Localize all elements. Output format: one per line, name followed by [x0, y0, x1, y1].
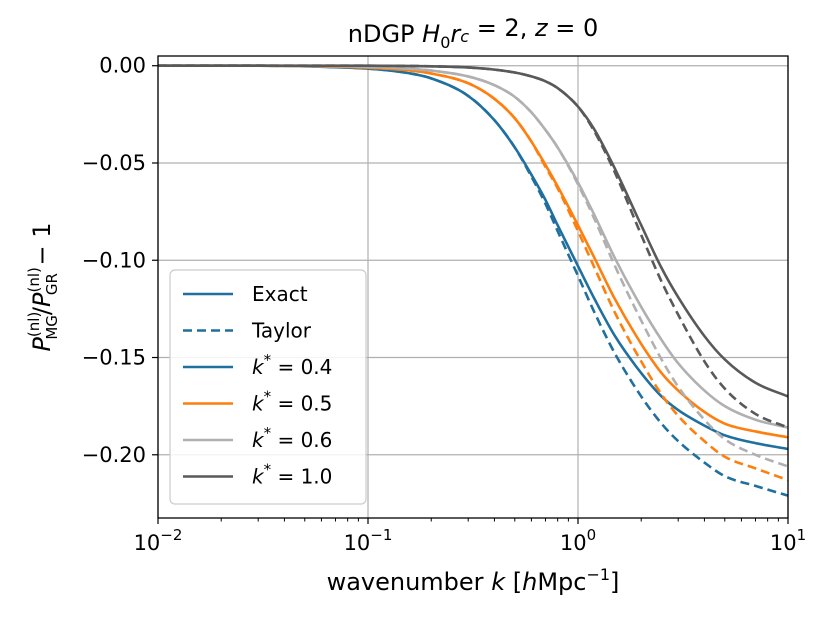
- x-tick-label: 10−2: [134, 526, 183, 555]
- legend-label: k* = 1.0: [252, 461, 332, 489]
- legend-label: k* = 0.6: [252, 424, 332, 452]
- x-tick-label: 100: [560, 526, 596, 555]
- legend-box: [169, 269, 367, 505]
- y-tick-label: −0.10: [82, 248, 146, 272]
- series-line-k-1-0-exact: [158, 64, 789, 398]
- legend-label: Taylor: [251, 319, 312, 343]
- legend-label: k* = 0.5: [252, 388, 332, 416]
- series-lines: [158, 64, 789, 497]
- legend-label: k* = 0.4: [252, 351, 332, 379]
- x-tick-label: 10−1: [344, 526, 393, 555]
- y-tick-label: −0.05: [82, 151, 146, 175]
- y-axis-label: P(nl)MG/P(nl)GR − 1: [25, 222, 61, 351]
- plot-frame: [157, 55, 789, 519]
- x-tick-label: 101: [770, 526, 806, 555]
- y-tick-label: −0.15: [82, 346, 146, 370]
- y-tick-label: 0.00: [99, 54, 146, 78]
- legend: Exact Taylor k* = 0.4 k* = 0.5 k* = 0.6 k* = …: [169, 269, 367, 505]
- y-tick-label: −0.20: [82, 443, 146, 467]
- series-line-k-0-6-exact: [158, 64, 789, 429]
- axis-ticks: 10−2 10−1 100 101 0.00 −0.05 −0.10 −0.15 −0.20: [82, 54, 807, 555]
- legend-label: Exact: [252, 282, 308, 306]
- chart-title: nDGP H0rc = 2, z = 0: [348, 14, 598, 52]
- x-axis-label: wavenumber k [hMpc−1]: [327, 565, 620, 596]
